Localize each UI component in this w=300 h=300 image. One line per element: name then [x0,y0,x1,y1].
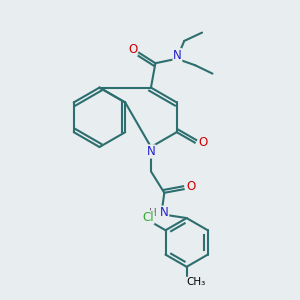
Text: O: O [198,136,208,149]
Text: N: N [173,49,182,62]
Text: CH₃: CH₃ [187,277,206,287]
Text: H: H [148,208,156,218]
Text: N: N [160,206,169,219]
Text: N: N [147,145,155,158]
Text: Cl: Cl [142,211,154,224]
Text: O: O [128,43,137,56]
Text: O: O [187,180,196,194]
